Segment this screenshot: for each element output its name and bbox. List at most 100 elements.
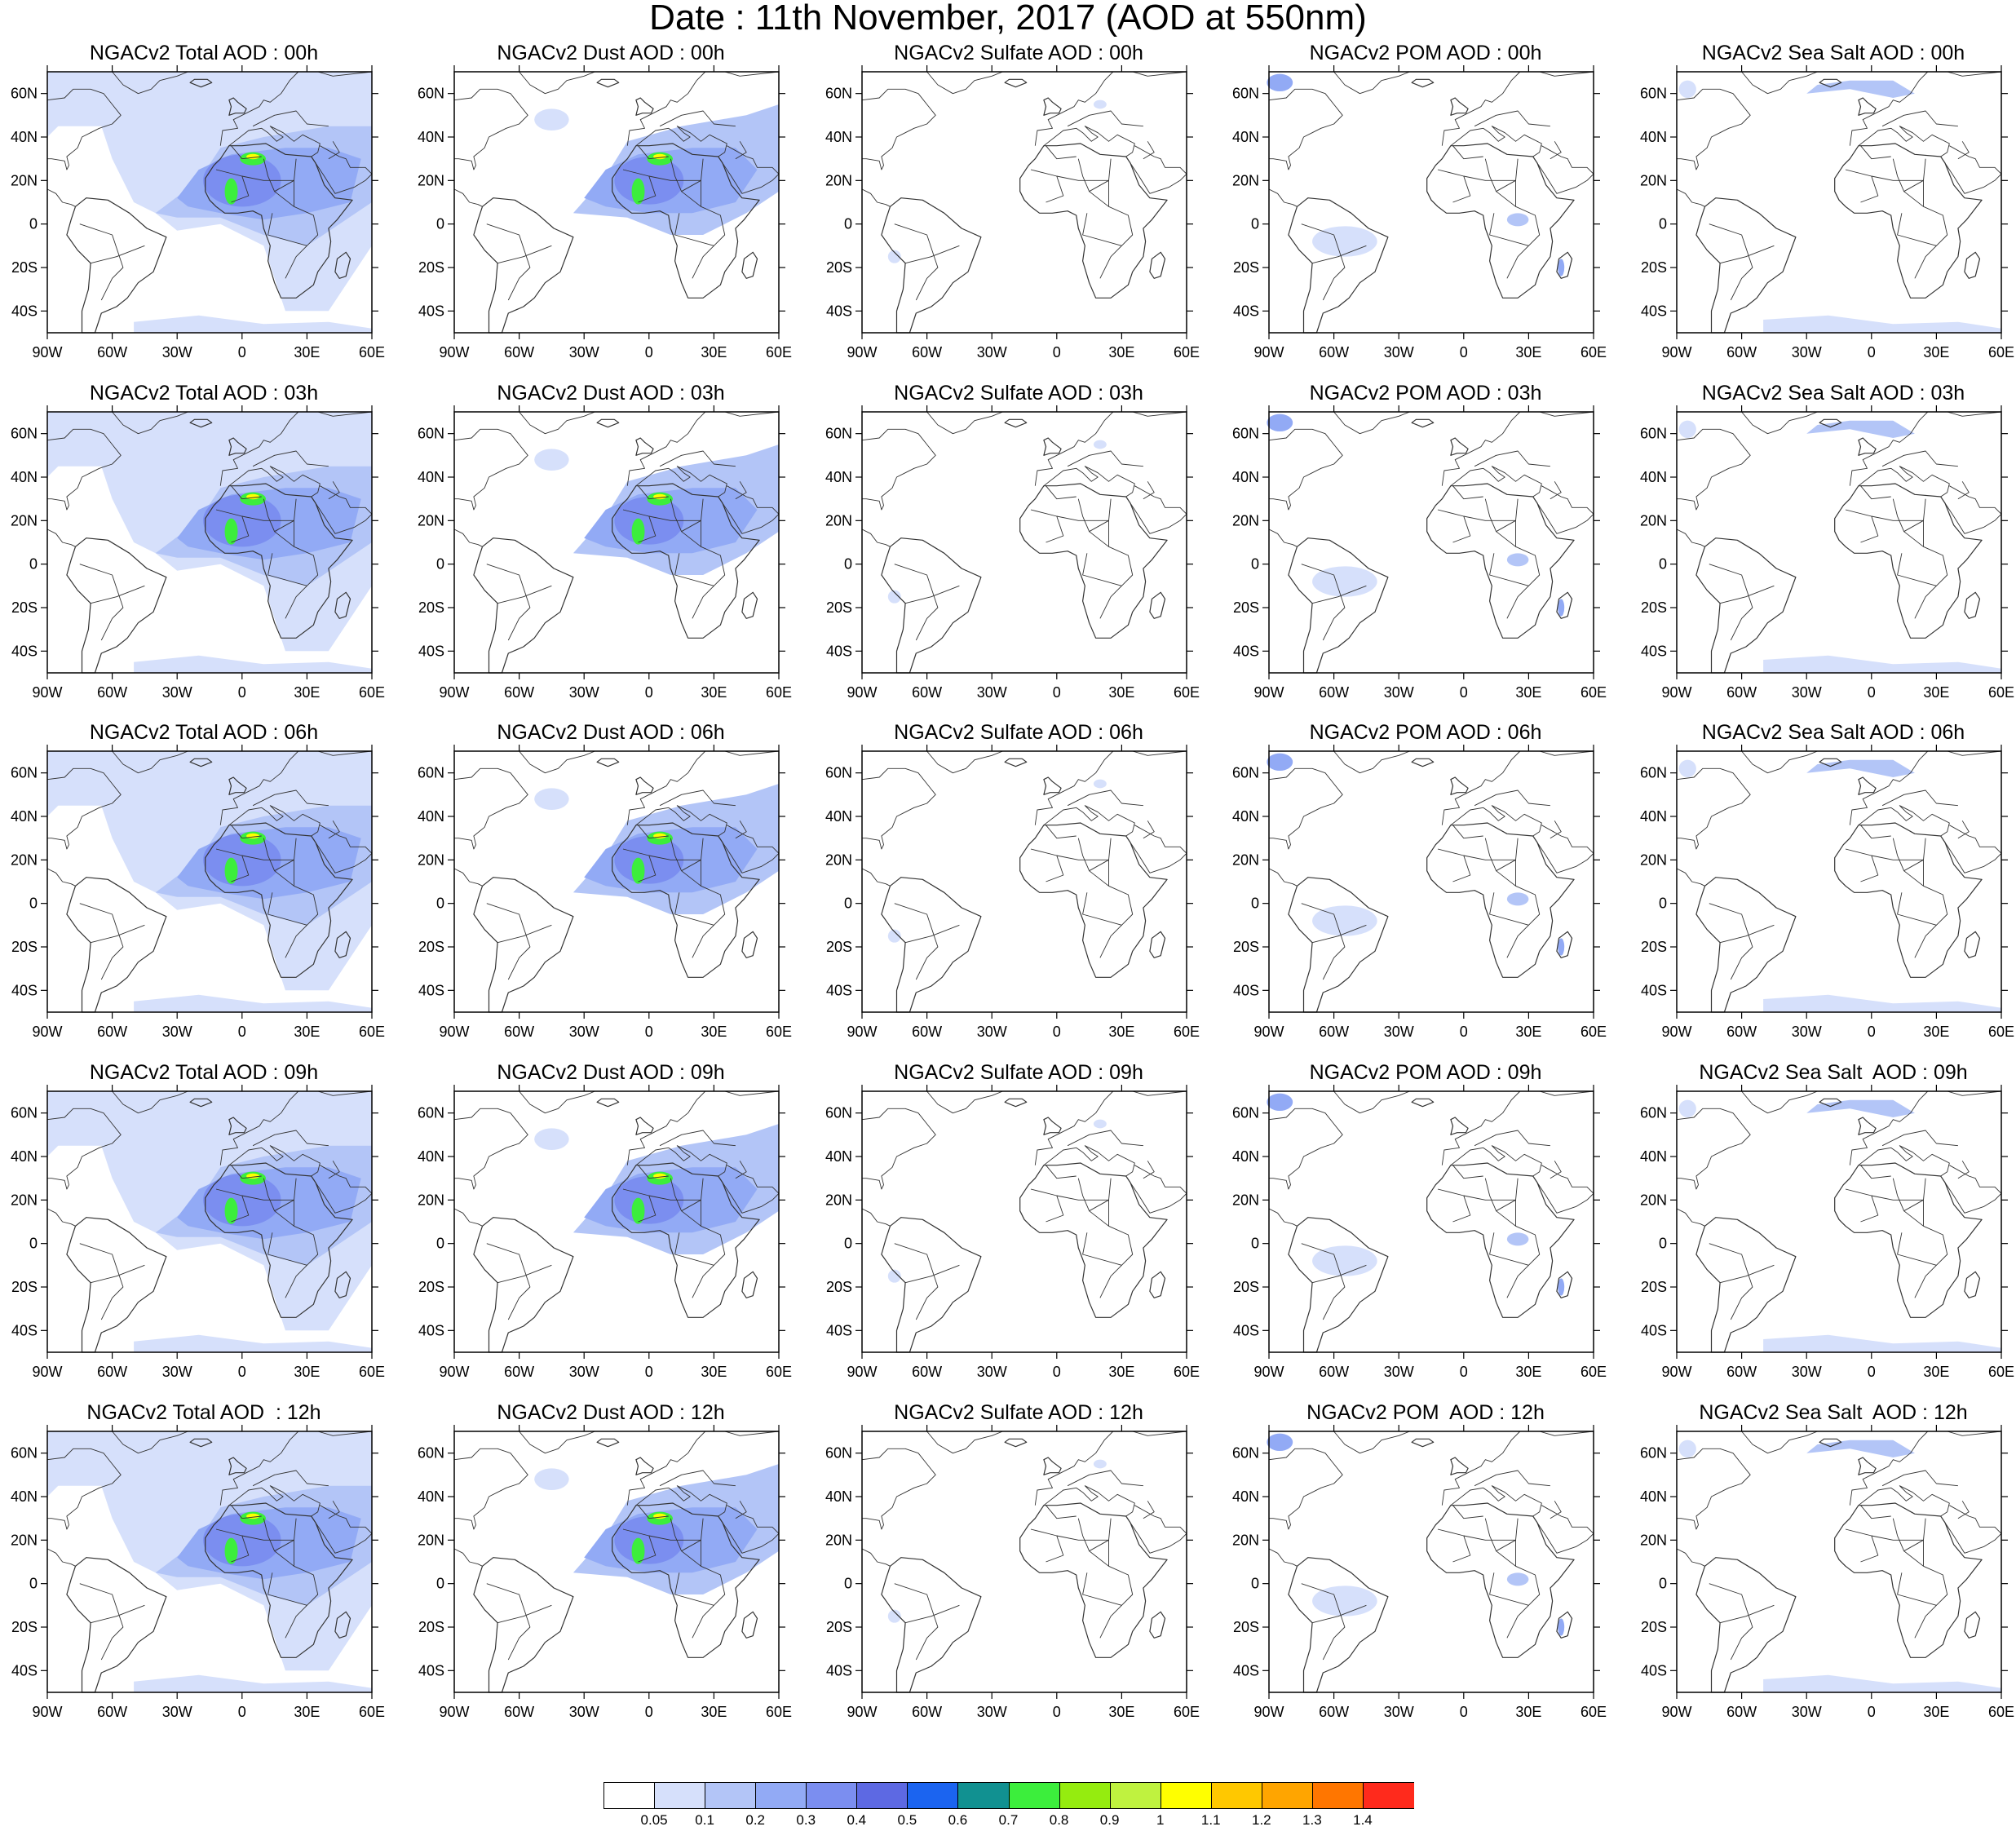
y-tick-label: 0 [844,1576,852,1592]
country-border [681,1550,726,1639]
aod-shading [1678,1440,2001,1692]
y-tick-label: 20N [825,512,852,529]
country-border [1550,141,1562,160]
y-tick-label: 40N [1232,469,1259,485]
map-frame [453,750,780,1013]
map-panel: NGACv2 Sulfate AOD : 00h 90W 60W 30W 0 30E 60E… [815,41,1222,375]
x-tick-label: 30E [1515,344,1541,360]
map-frame [1676,71,2002,334]
y-tick-label: 20S [418,1619,444,1635]
country-border [1082,1232,1122,1266]
x-tick-label: 90W [1661,684,1691,701]
country-border [497,245,552,264]
coastline-greenland [1333,71,1410,95]
coastline-mediterranean [1043,466,1135,498]
coastline-central-america [453,529,483,547]
country-border [1550,1501,1562,1519]
x-tick-label: 60W [1726,344,1757,360]
coastline-iceland [1411,1098,1435,1108]
coastline-central-america [1676,1208,1705,1227]
country-border [1860,485,1891,500]
coastline-greenland [1741,1090,1818,1114]
y-tick-label: 20S [826,259,852,276]
seasalt-field [1678,80,1696,98]
coastline-south-america [1695,1557,1797,1693]
x-tick-label: 60E [1174,1024,1200,1040]
country-border [486,223,531,301]
coastline-africa [1019,822,1168,978]
y-tick-label: 20N [1640,851,1667,868]
panel-title: NGACv2 Sulfate AOD : 00h [894,42,1143,64]
country-border [1860,825,1891,839]
country-border [1452,1535,1471,1563]
y-tick-label: 0 [1659,1236,1667,1252]
colorbar-label: 0.05 [640,1812,668,1828]
x-tick-label: 0 [1868,684,1876,701]
y-tick-label: 20S [418,939,444,955]
coastline-central-america [46,868,76,887]
dust-plume-peak [224,1537,238,1564]
y-tick-label: 40N [11,808,38,825]
dust-patch-atlantic [534,788,569,810]
country-border [252,789,329,807]
coastline-central-america [861,868,891,887]
x-tick-label: 90W [847,684,877,701]
x-tick-label: 90W [1253,684,1284,701]
coastline-south-america [473,1557,574,1693]
x-tick-label: 60W [1319,1704,1349,1720]
x-tick-label: 60W [912,344,942,360]
x-tick-label: 30W [1792,1704,1822,1720]
country-border [894,223,939,301]
x-tick-label: 90W [847,1704,877,1720]
country-border [1474,789,1550,807]
country-border [1077,158,1112,192]
y-tick-label: 40S [1641,1662,1667,1678]
coastline-africa [612,822,760,978]
map-svg: 90W 60W 30W 0 30E 60E 60N 40N 20N 0 20S 40S [825,1085,1200,1380]
coastline-south-america [881,197,982,334]
x-tick-label: 30E [701,684,727,701]
southern-ocean-band [134,1334,372,1352]
x-tick-label: 60W [1726,1024,1757,1040]
map-svg: 90W 60W 30W 0 30E 60E 60N 40N 20N 0 20S 40S [1232,745,1607,1040]
country-border [267,213,307,246]
x-tick-label: 90W [32,1024,62,1040]
country-border [1474,450,1550,467]
y-tick-label: 60N [1232,765,1259,781]
y-tick-label: 40N [825,469,852,485]
country-border [231,825,262,839]
coastline-mediterranean [635,805,727,837]
y-tick-label: 40N [418,1488,444,1505]
x-tick-label: 60E [1174,684,1200,701]
x-tick-label: 90W [847,1024,877,1040]
map-svg: 90W 60W 30W 0 30E 60E 60N 40N 20N 0 20S 40S [418,65,792,360]
y-tick-label: 40S [1233,303,1259,319]
country-border [1301,564,1346,641]
aod-shading [534,444,779,575]
aod-shading [534,784,779,914]
panel-title: NGACv2 Sulfate AOD : 06h [894,721,1143,744]
y-tick-label: 20N [1640,1192,1667,1208]
coastline-mediterranean [635,1145,727,1177]
country-border [215,848,294,860]
country-border [1489,892,1529,926]
coastline-britain [1858,1117,1877,1135]
country-border [1452,515,1471,543]
coastline-central-america [1676,188,1705,207]
country-border [1082,1572,1122,1606]
y-tick-label: 20S [826,939,852,955]
x-tick-label: 60W [912,1364,942,1380]
y-tick-label: 40N [1640,1488,1667,1505]
y-tick-label: 40N [1640,808,1667,825]
country-border [252,450,329,467]
dust-field-core [614,836,684,884]
coastline-north-america [861,767,936,850]
x-tick-label: 90W [439,1024,469,1040]
map-svg: 90W 60W 30W 0 30E 60E 60N 40N 20N 0 20S 40S [418,1425,792,1720]
coastline-north-america [861,428,936,511]
country-border [1897,892,1937,926]
colorbar-swatch [654,1782,706,1809]
coastline-mediterranean [1450,466,1542,498]
dust-plume-peak [224,1197,238,1224]
coastline-north-america [1676,1448,1751,1530]
